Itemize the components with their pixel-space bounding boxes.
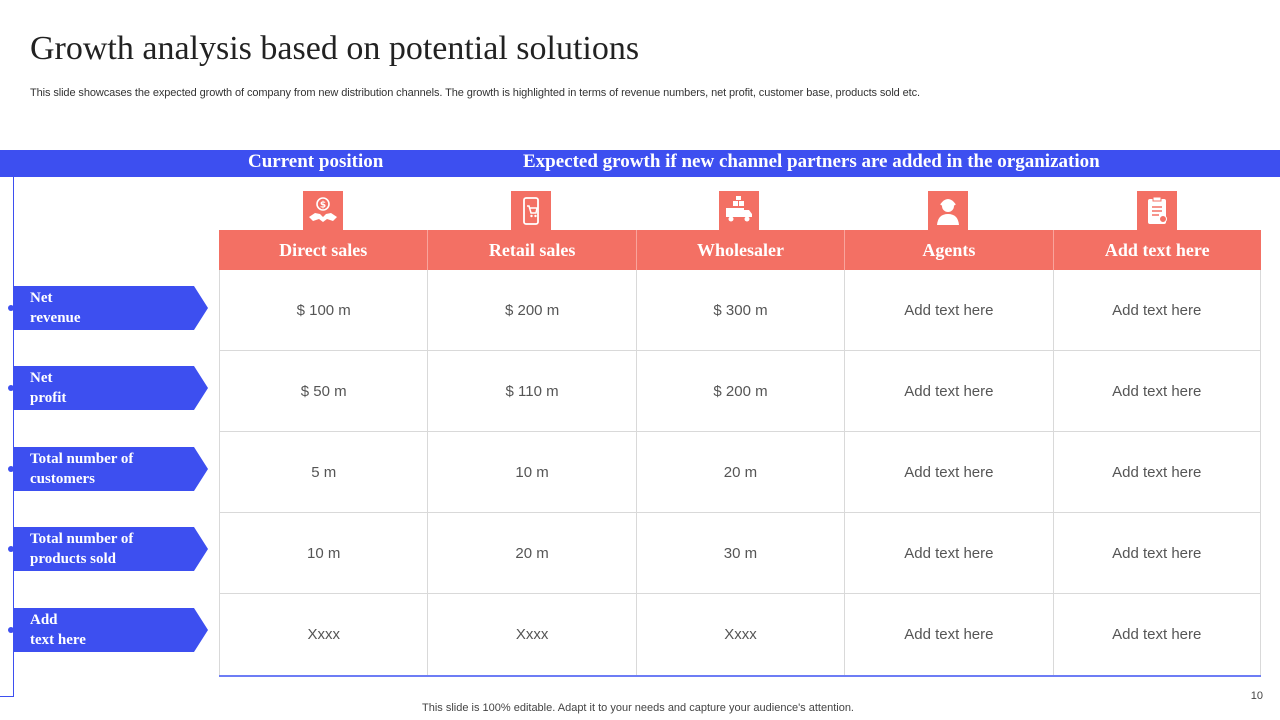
table-cell: 5 m xyxy=(219,432,428,513)
table-cell: $ 200 m xyxy=(635,351,845,432)
row-label-products-sold: Total number of products sold xyxy=(14,527,208,571)
row-label-line: revenue xyxy=(30,310,81,326)
row-label-net-revenue: Net revenue xyxy=(14,286,208,330)
row-marker-dot xyxy=(8,305,14,311)
row-marker-dot xyxy=(8,466,14,472)
expected-growth-heading: Expected growth if new channel partners … xyxy=(523,151,1100,172)
table-cell: Add text here xyxy=(844,432,1053,513)
table-cell: Add text here xyxy=(1052,513,1261,594)
svg-text:$: $ xyxy=(320,201,326,211)
header-band: Current position Expected growth if new … xyxy=(0,150,1280,177)
table-cell: Add text here xyxy=(1052,594,1261,675)
table-cell: Xxxx xyxy=(427,594,635,675)
table-cell: Add text here xyxy=(1052,351,1261,432)
table-cell: $ 50 m xyxy=(219,351,428,432)
row-label-line: profit xyxy=(30,390,67,406)
left-frame-line xyxy=(0,160,14,697)
row-label-net-profit: Net profit xyxy=(14,366,208,410)
row-label-line: Total number of xyxy=(30,531,134,547)
current-position-heading: Current position xyxy=(248,151,384,172)
row-label-line: Total number of xyxy=(30,451,134,467)
column-header: Direct sales xyxy=(279,239,368,260)
delivery-truck-icon xyxy=(719,191,759,231)
table-cell: $ 300 m xyxy=(635,270,845,351)
table-cell: Add text here xyxy=(1052,432,1261,513)
agent-person-icon xyxy=(928,191,968,231)
page-title: Growth analysis based on potential solut… xyxy=(30,30,640,67)
table-cell: Add text here xyxy=(844,594,1052,675)
table-cell: Add text here xyxy=(844,270,1053,351)
table-cell: Add text here xyxy=(844,513,1053,594)
growth-table: Direct sales Retail sales Wholesaler Age… xyxy=(219,230,1261,677)
clipboard-checklist-icon xyxy=(1137,191,1177,231)
table-cell: Add text here xyxy=(1052,270,1261,351)
table-cell: 10 m xyxy=(219,513,428,594)
table-cell: Xxxx xyxy=(219,594,427,675)
table-cell: 20 m xyxy=(427,513,636,594)
row-label-line: products sold xyxy=(30,551,117,567)
table-row: $ 100 m $ 200 m $ 300 m Add text here Ad… xyxy=(219,270,1261,351)
table-cell: 20 m xyxy=(635,432,845,513)
mobile-cart-icon xyxy=(511,191,551,231)
table-cell: $ 110 m xyxy=(427,351,636,432)
footer-text: This slide is 100% editable. Adapt it to… xyxy=(422,702,854,714)
table-row: 10 m 20 m 30 m Add text here Add text he… xyxy=(219,513,1261,594)
table-cell: $ 100 m xyxy=(219,270,428,351)
footer-note: This slide is 100% editable. Adapt it to… xyxy=(0,702,1280,714)
row-marker-dot xyxy=(8,546,14,552)
column-header: Agents xyxy=(844,230,1052,270)
row-label-line: Net xyxy=(30,290,53,306)
column-header: Retail sales xyxy=(427,230,635,270)
table-row: 5 m 10 m 20 m Add text here Add text her… xyxy=(219,432,1261,513)
table-cell: Xxxx xyxy=(635,594,844,675)
page-number: 10 xyxy=(1250,690,1263,702)
table-header: Direct sales Retail sales Wholesaler Age… xyxy=(219,230,1261,270)
row-label-line: customers xyxy=(30,471,95,487)
column-header: Wholesaler xyxy=(635,230,844,270)
table-cell: $ 200 m xyxy=(427,270,636,351)
row-marker-dot xyxy=(8,385,14,391)
row-label-line: Net xyxy=(30,370,53,386)
row-label-add-text: Add text here xyxy=(14,608,208,652)
table-row: Xxxx Xxxx Xxxx Add text here Add text he… xyxy=(219,594,1261,675)
row-label-line: Add xyxy=(30,612,58,628)
row-marker-dot xyxy=(8,627,14,633)
row-label-line: text here xyxy=(30,632,86,648)
handshake-dollar-icon: $ xyxy=(303,191,343,231)
table-cell: Add text here xyxy=(844,351,1053,432)
row-label-customers: Total number of customers xyxy=(14,447,208,491)
table-cell: 30 m xyxy=(635,513,845,594)
column-header: Add text here xyxy=(1052,230,1261,270)
page-subtitle: This slide showcases the expected growth… xyxy=(30,87,920,99)
table-row: $ 50 m $ 110 m $ 200 m Add text here Add… xyxy=(219,351,1261,432)
table-cell: 10 m xyxy=(427,432,636,513)
